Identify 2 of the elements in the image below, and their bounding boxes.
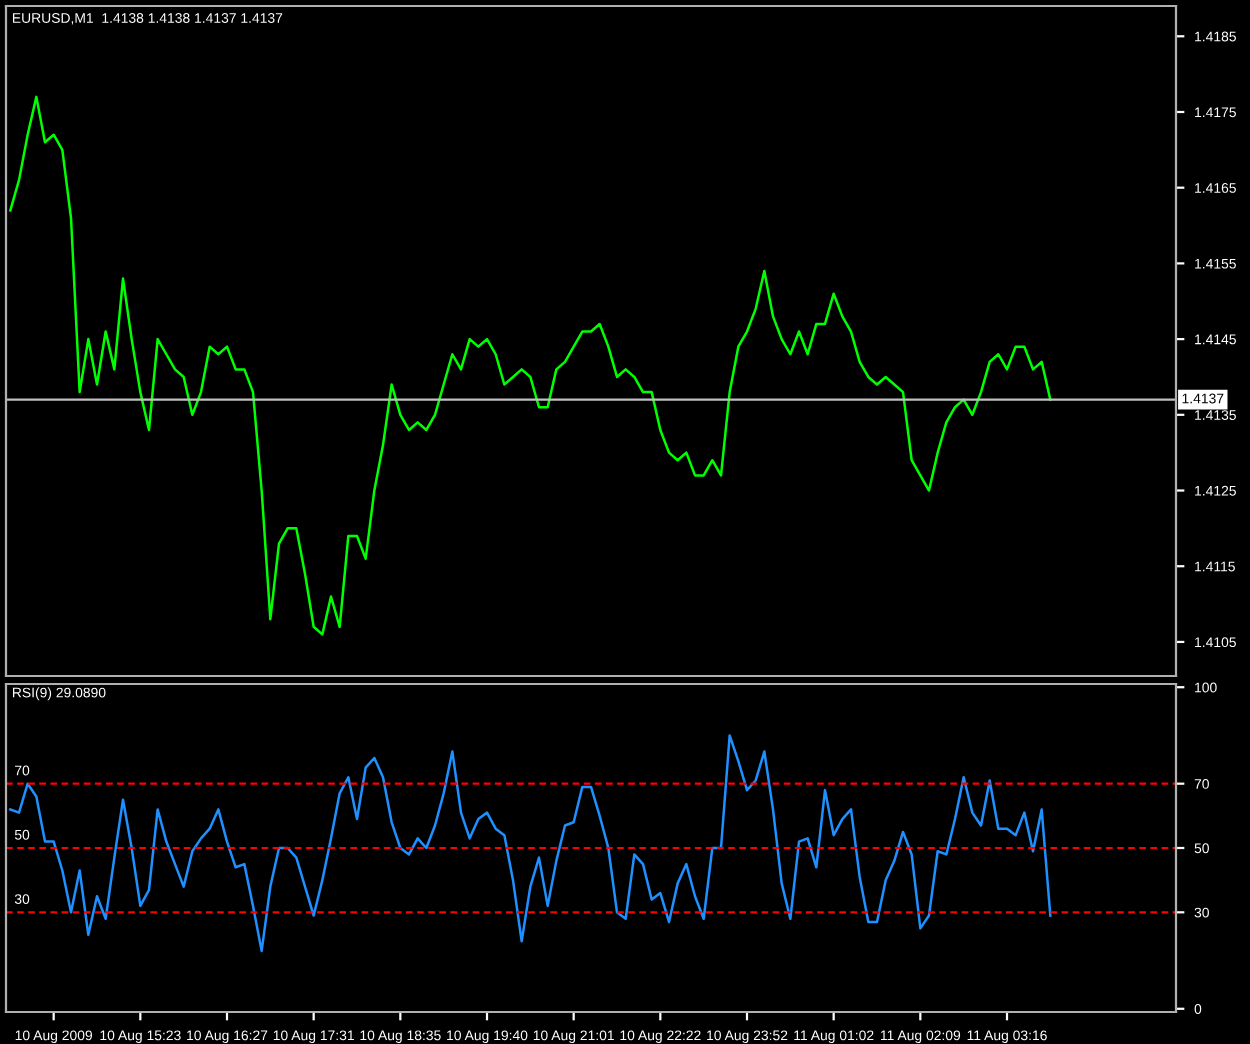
line-series — [9, 734, 1052, 953]
line-series — [9, 95, 1052, 636]
